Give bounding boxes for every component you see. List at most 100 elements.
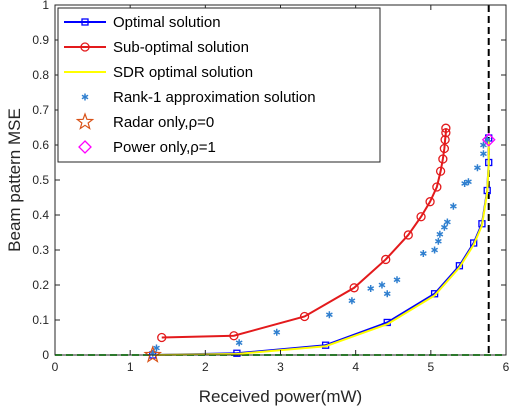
y-tick-label: 0.4 — [32, 208, 49, 222]
series-4-point — [383, 290, 391, 298]
series-2-point — [425, 197, 435, 207]
series-4-point — [434, 237, 442, 245]
series-4-point-stroke — [440, 224, 448, 230]
y-tick-label: 0.9 — [32, 33, 49, 47]
series-4-point — [443, 218, 451, 226]
series-4-point-stroke — [367, 286, 375, 291]
series-4-point-stroke — [378, 282, 386, 288]
series-4-point — [153, 344, 160, 352]
y-tick-label: 0.6 — [32, 138, 49, 152]
legend-label: Rank-1 approximation solution — [113, 89, 316, 106]
x-tick-label: 4 — [352, 360, 359, 374]
series-4-point — [483, 136, 491, 144]
series-4-point — [367, 285, 375, 292]
plot-area — [55, 5, 506, 363]
series-5 — [143, 345, 162, 363]
legend-swatch-marker — [78, 140, 92, 154]
series-4-point — [440, 223, 448, 231]
legend-item: SDR optimal solution — [64, 64, 253, 81]
series-2-point — [432, 182, 442, 192]
series-4-point-stroke — [393, 277, 401, 283]
series-4-point — [449, 202, 457, 210]
series-4-point — [431, 246, 439, 254]
series-4-point — [378, 281, 386, 289]
series-4-point-stroke — [383, 291, 391, 297]
y-tick-label: 0.5 — [32, 173, 49, 187]
series-4-point — [419, 250, 427, 257]
series-4-point-stroke — [449, 203, 457, 209]
legend-item: Sub-optimal solution — [64, 39, 249, 56]
series-2-point — [440, 135, 450, 145]
series-4-point — [235, 339, 243, 347]
series-2-point — [299, 311, 310, 322]
series-4-point — [393, 276, 401, 284]
series-2-point — [381, 254, 391, 265]
y-tick-label: 1 — [42, 0, 49, 12]
x-tick-label: 6 — [503, 360, 510, 374]
series-4-point-stroke — [235, 340, 243, 346]
x-tick-label: 5 — [427, 360, 434, 374]
series-4-point — [436, 230, 444, 238]
series-4-point-stroke — [348, 298, 356, 304]
series-4-point-stroke — [480, 151, 487, 157]
series-4-point — [325, 311, 333, 319]
series-4-point-stroke — [431, 247, 439, 253]
series-2-point — [416, 212, 426, 222]
x-tick-label: 1 — [127, 360, 134, 374]
legend-item: Power only,ρ=1 — [78, 139, 216, 156]
legend-label: Optimal solution — [113, 14, 221, 31]
series-2-point — [441, 123, 451, 133]
series-6 — [481, 132, 496, 147]
series-2-point — [229, 331, 239, 341]
series-4-point — [348, 297, 356, 305]
series-4-point — [464, 178, 472, 186]
series-4-point-stroke — [434, 238, 442, 244]
series-2-line — [161, 128, 447, 339]
series-4-point-stroke — [464, 179, 472, 185]
legend-swatch-marker — [81, 18, 89, 26]
series-6-point — [481, 132, 496, 147]
legend-label: Power only,ρ=1 — [113, 139, 216, 156]
y-tick-label: 0.2 — [32, 278, 49, 292]
y-tick-label: 0.7 — [32, 103, 49, 117]
y-tick-label: 0.1 — [32, 313, 49, 327]
legend-item: Rank-1 approximation solution — [81, 89, 316, 106]
legend-swatch-marker — [75, 112, 95, 130]
series-4-point-stroke — [436, 231, 444, 237]
series-1-point — [430, 290, 439, 298]
series-2-point — [349, 283, 359, 293]
series-4-point — [273, 328, 281, 336]
legend-box — [57, 7, 381, 163]
legend: Optimal solution Sub-optimal solution SDR … — [57, 7, 381, 163]
legend-label: SDR optimal solution — [113, 64, 253, 81]
series-3-line — [152, 139, 490, 356]
series-4-point-stroke — [325, 312, 333, 318]
series-4-point-stroke — [480, 142, 487, 148]
x-tick-label: 2 — [202, 360, 209, 374]
x-axis-label: Received power(mW) — [199, 387, 362, 406]
legend-swatch-marker — [81, 93, 89, 101]
legend-swatch-marker-stroke — [81, 94, 89, 100]
series-3 — [152, 139, 490, 356]
series-2 — [157, 123, 451, 343]
series-2-point — [441, 128, 451, 138]
series-4-point-stroke — [419, 251, 427, 256]
legend-swatch-marker — [80, 42, 90, 52]
series-2-point — [435, 166, 446, 176]
series-4-point — [474, 164, 481, 172]
legend-item: Radar only,ρ=0 — [75, 112, 214, 131]
y-tick-label: 0 — [42, 348, 49, 362]
y-tick-label: 0.8 — [32, 68, 49, 82]
axes: 0 1 2 3 4 5 6 0 0.1 0.2 0.3 0.4 0.5 0.6 0.7 0.8 0.9 1 — [32, 0, 509, 374]
x-tick-label: 0 — [52, 360, 59, 374]
series-4-point-stroke — [483, 137, 491, 143]
legend-item: Optimal solution — [64, 14, 221, 31]
series-4-point — [480, 150, 487, 158]
series-2-point — [439, 143, 450, 154]
y-axis-label: Beam pattern MSE — [5, 108, 24, 252]
legend-label: Radar only,ρ=0 — [113, 114, 214, 131]
series-1-line — [152, 138, 490, 356]
series-4-point-stroke — [443, 219, 451, 225]
series-5-point — [143, 345, 162, 363]
legend-label: Sub-optimal solution — [113, 39, 249, 56]
